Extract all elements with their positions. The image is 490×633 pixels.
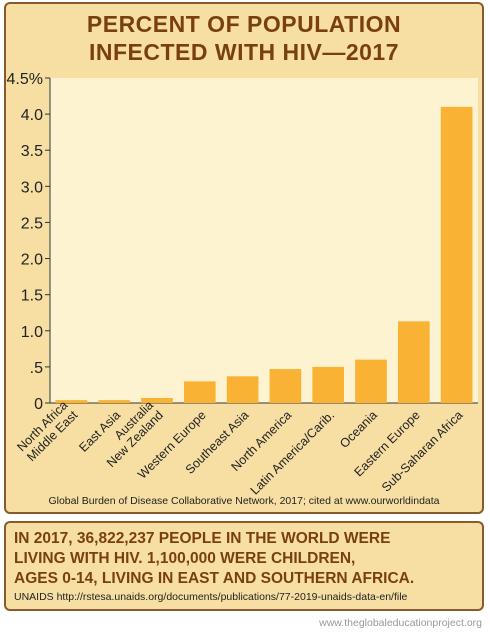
y-tick-label: 0 [34, 396, 43, 413]
bar [141, 397, 173, 403]
x-tick-label: Latin America/Carib. [248, 408, 337, 497]
y-tick-label: 2.5 [21, 215, 43, 232]
note-line-2: LIVING WITH HIV. 1,100,000 WERE CHILDREN… [14, 550, 356, 567]
bar-chart: 0 .5 1.0 1.5 2.0 2.5 3.0 3.5 4.0 4.5% North Africa… [7, 71, 478, 498]
title-line-1: PERCENT OF POPULATION [86, 11, 402, 37]
bar [397, 321, 430, 403]
y-tick-label: 1.0 [21, 324, 43, 341]
note-line-3: AGES 0-14, LIVING IN EAST AND SOUTHERN A… [14, 570, 415, 587]
y-tick-label: 1.5 [21, 288, 43, 305]
y-tick-label: 4.0 [21, 107, 43, 124]
x-tick-label: Oceania [337, 408, 380, 451]
x-tick-label: North AfricaMiddle East [14, 398, 80, 464]
chart-panel: PERCENT OF POPULATION INFECTED WITH HIV—… [4, 2, 484, 514]
y-tick-label: 3.0 [21, 179, 43, 196]
title-line-2: INFECTED WITH HIV—2017 [88, 39, 400, 65]
note-box: IN 2017, 36,822,237 PEOPLE IN THE WORLD … [4, 521, 484, 611]
bar [226, 376, 259, 403]
bar [269, 369, 302, 403]
site-credit: www.theglobaleducationproject.org [319, 617, 482, 629]
y-tick-label: 4.5% [7, 71, 43, 88]
bar [183, 381, 216, 403]
bar [98, 400, 131, 403]
y-tick-label: 3.5 [21, 143, 43, 160]
x-tick-label: Sub-Saharan Africa [379, 408, 466, 495]
note-text: IN 2017, 36,822,237 PEOPLE IN THE WORLD … [14, 529, 474, 589]
bar [355, 359, 387, 403]
y-tick-label: 2.0 [21, 252, 43, 269]
bar [440, 106, 473, 403]
note-line-1: IN 2017, 36,822,237 PEOPLE IN THE WORLD … [14, 530, 391, 547]
chart-title: PERCENT OF POPULATION INFECTED WITH HIV—… [6, 10, 482, 66]
chart-source: Global Burden of Disease Collaborative N… [48, 495, 440, 507]
note-source: UNAIDS http://rstesa.unaids.org/document… [14, 591, 408, 603]
bar [55, 400, 88, 403]
bar [312, 366, 345, 403]
y-tick-label: .5 [30, 360, 43, 377]
